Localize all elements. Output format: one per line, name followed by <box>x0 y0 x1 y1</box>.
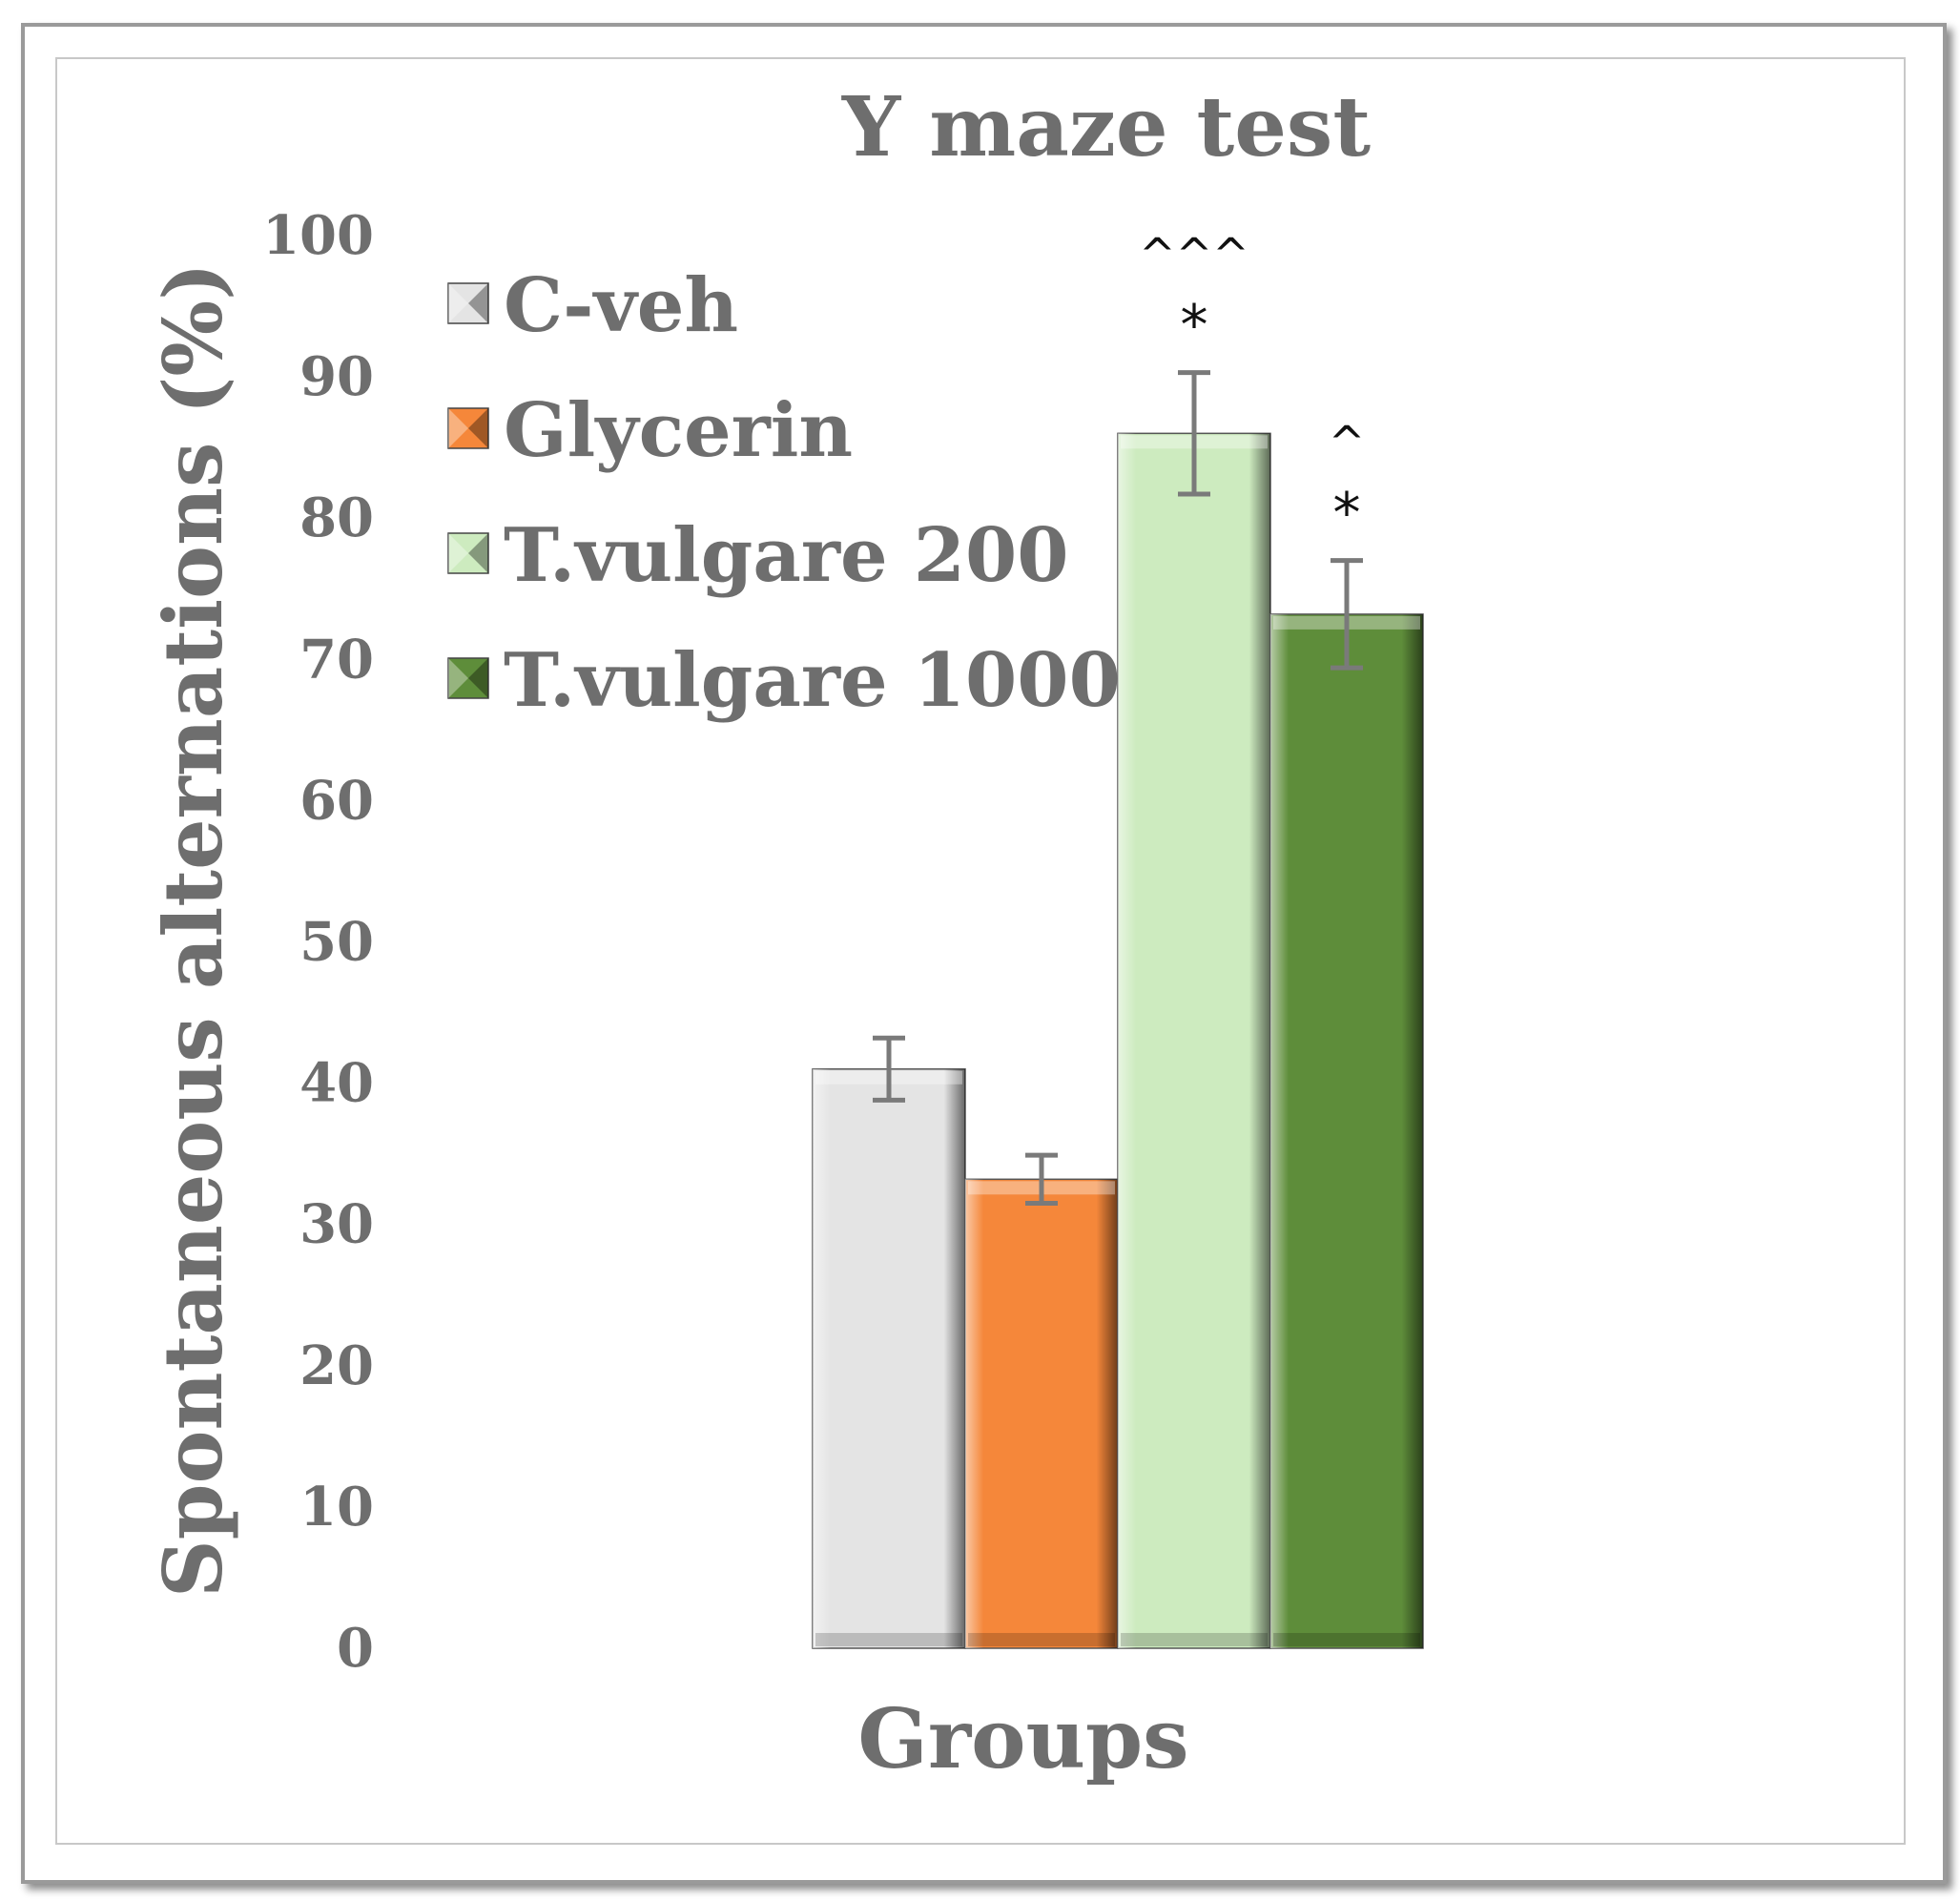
y-tick-label: 10 <box>299 1476 374 1539</box>
bar-bevel-bottom <box>815 1633 962 1646</box>
error-bars <box>873 370 1363 1206</box>
bar-bevel-bottom <box>1273 1633 1420 1646</box>
legend-label: T.vulgare 1000 <box>504 637 1121 724</box>
bar-bevel-bottom <box>968 1633 1115 1646</box>
legend-swatch-bevel <box>468 533 488 573</box>
legend: C-veh Glycerin T.vulgare 200 T.vulgare 1000 <box>447 262 1121 724</box>
chart-inner-border <box>55 57 1906 1845</box>
legend-swatch-bevel <box>448 283 468 323</box>
legend-swatch-bevel <box>468 408 488 448</box>
y-tick-label: 0 <box>337 1617 374 1680</box>
y-axis-label: Spontaneous alternations (%) <box>146 262 240 1598</box>
y-tick-label: 100 <box>262 204 374 267</box>
legend-swatch <box>447 657 489 699</box>
bar-bevel <box>965 1179 1118 1648</box>
y-tick-label: 90 <box>299 345 374 408</box>
legend-swatch-bevel <box>468 658 488 698</box>
bars <box>812 432 1424 1649</box>
significance-mark: ^ <box>1329 417 1366 468</box>
legend-swatch-bevel <box>448 408 468 448</box>
significance-mark: * <box>1333 481 1361 546</box>
y-tick-label: 30 <box>299 1193 374 1256</box>
y-tick-label: 50 <box>299 911 374 974</box>
y-tick-label: 20 <box>299 1334 374 1397</box>
legend-swatch-bevel <box>448 658 468 698</box>
y-axis-ticks: 0 10 20 30 40 50 60 70 80 90 100 <box>262 204 374 1680</box>
bar-bevel <box>1118 433 1270 1649</box>
bar-bevel <box>1270 613 1423 1649</box>
bar-bevel-bottom <box>1121 1633 1268 1646</box>
bar-bevel <box>813 1068 965 1648</box>
significance-marks: ^^^ * ^ * <box>1139 229 1365 546</box>
y-tick-label: 70 <box>299 628 374 691</box>
y-tick-label: 40 <box>299 1052 374 1115</box>
legend-swatch <box>447 532 489 574</box>
legend-swatch-bevel <box>468 283 488 323</box>
y-tick-label: 80 <box>299 486 374 549</box>
legend-swatch-bevel <box>448 533 468 573</box>
significance-mark: ^^^ <box>1139 229 1249 280</box>
significance-mark: * <box>1181 293 1208 358</box>
legend-label: Glycerin <box>504 387 853 474</box>
legend-swatch <box>447 282 489 324</box>
legend-label: T.vulgare 200 <box>504 512 1069 599</box>
legend-swatch <box>447 407 489 449</box>
chart-title: Y maze test <box>841 79 1371 176</box>
x-axis-label: Groups <box>857 1691 1188 1787</box>
y-tick-label: 60 <box>299 769 374 832</box>
legend-label: C-veh <box>504 262 738 349</box>
